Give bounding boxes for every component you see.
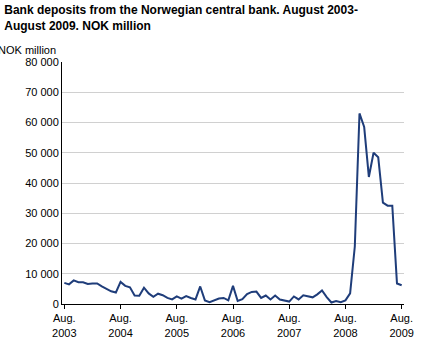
svg-text:Aug.2004: Aug.2004: [108, 312, 132, 338]
svg-text:70 000: 70 000: [25, 86, 59, 98]
svg-text:Aug.2006: Aug.2006: [221, 312, 245, 338]
svg-text:0: 0: [53, 298, 59, 310]
svg-text:80 000: 80 000: [25, 56, 59, 68]
svg-text:Aug.2009: Aug.2009: [389, 312, 413, 338]
svg-text:10 000: 10 000: [25, 268, 59, 280]
svg-text:Aug.2003: Aug.2003: [52, 312, 76, 338]
svg-text:50 000: 50 000: [25, 147, 59, 159]
svg-text:Aug.2008: Aug.2008: [333, 312, 357, 338]
svg-text:20 000: 20 000: [25, 237, 59, 249]
svg-text:60 000: 60 000: [25, 116, 59, 128]
svg-text:40 000: 40 000: [25, 177, 59, 189]
svg-text:NOK million: NOK million: [0, 44, 56, 56]
svg-text:30 000: 30 000: [25, 207, 59, 219]
svg-text:Aug.2007: Aug.2007: [277, 312, 301, 338]
svg-text:Aug.2005: Aug.2005: [165, 312, 189, 338]
svg-text:Bank deposits from the Norwegi: Bank deposits from the Norwegian central…: [4, 3, 358, 33]
